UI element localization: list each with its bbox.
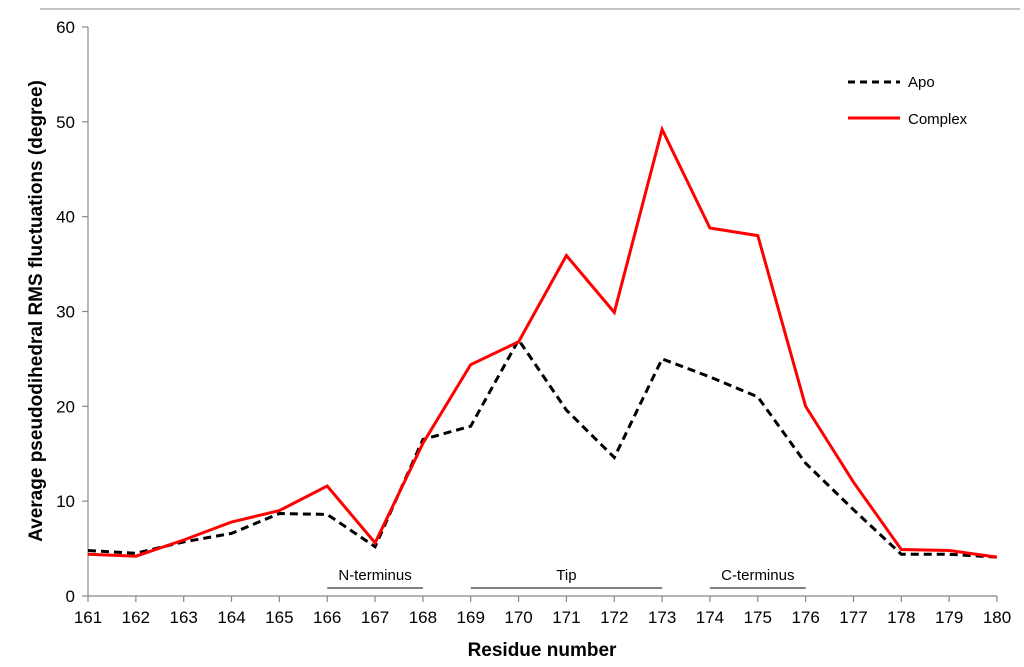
x-axis-title: Residue number [468,640,617,661]
legend: Apo Complex [848,74,968,128]
region-label: N-terminus [338,567,411,584]
series-line-apo [87,337,998,559]
y-tick-labels: 0 10 20 30 40 50 60 [56,18,75,606]
region-label: C-terminus [721,567,794,584]
x-tick-label: 178 [887,608,915,627]
x-tick-label: 167 [361,608,389,627]
x-tick-label: 163 [169,608,197,627]
x-tick-label: 171 [552,608,580,627]
legend-label-apo: Apo [908,74,935,91]
x-tick-label: 180 [983,608,1011,627]
x-tick-label: 169 [457,608,485,627]
x-tick-labels: 161 162 163 164 165 166 167 168 169 170 171 172 173 1… [74,608,1011,627]
x-tick-label: 174 [696,608,724,627]
x-tick-label: 176 [791,608,819,627]
region-annotations: N-terminus Tip C-terminus [327,567,806,589]
legend-label-complex: Complex [908,111,968,128]
y-tick-label: 10 [56,492,75,511]
y-tick-label: 40 [56,208,75,227]
x-tick-label: 170 [504,608,532,627]
y-tick-label: 20 [56,397,75,416]
x-tick-label: 165 [265,608,293,627]
y-tick-label: 60 [56,18,75,37]
x-tick-label: 168 [409,608,437,627]
x-tick-label: 173 [648,608,676,627]
x-tick-label: 175 [744,608,772,627]
series-lines [87,125,998,559]
x-tick-label: 161 [74,608,102,627]
x-tick-label: 162 [122,608,150,627]
region-label: Tip [556,567,576,584]
y-tick-label: 30 [56,303,75,322]
y-tick-label: 0 [66,587,75,606]
x-tick-label: 172 [600,608,628,627]
y-axis-title: Average pseudodihedral RMS fluctuations … [26,80,47,542]
x-tick-label: 177 [839,608,867,627]
series-line-complex [87,125,998,559]
x-tick-label: 164 [217,608,245,627]
x-tick-label: 166 [313,608,341,627]
y-tick-label: 50 [56,113,75,132]
x-tick-label: 179 [935,608,963,627]
axes [82,26,998,602]
